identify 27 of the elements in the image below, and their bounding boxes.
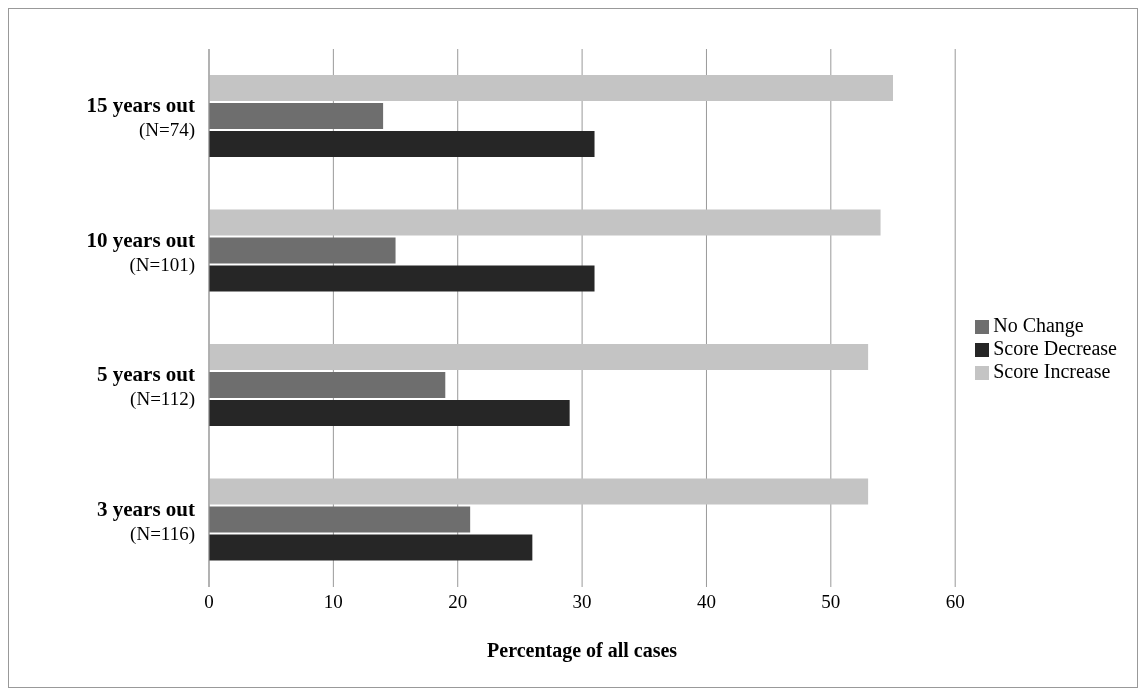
x-tick-label: 20 bbox=[448, 591, 468, 613]
legend-label: Score Decrease bbox=[993, 336, 1117, 359]
x-tick-label: 40 bbox=[696, 591, 716, 613]
bar bbox=[209, 344, 869, 370]
y-tick-label: 10 years out (N=101) bbox=[86, 227, 195, 276]
bar bbox=[209, 75, 894, 101]
bar bbox=[209, 131, 595, 157]
bar bbox=[209, 372, 446, 398]
legend-label: Score Increase bbox=[993, 359, 1111, 382]
bar bbox=[209, 534, 533, 561]
bar bbox=[209, 506, 471, 533]
y-tick-label: 5 years out (N=112) bbox=[97, 362, 195, 411]
x-axis-title: Percentage of all cases bbox=[487, 639, 678, 662]
bar bbox=[209, 265, 595, 292]
bar bbox=[209, 103, 384, 129]
x-tick-label: 50 bbox=[821, 591, 841, 613]
y-tick-label: 3 years out (N=116) bbox=[97, 496, 195, 545]
bar bbox=[209, 400, 570, 426]
bar bbox=[209, 209, 881, 236]
x-tick-label: 60 bbox=[945, 591, 965, 613]
x-tick-label: 0 bbox=[204, 591, 214, 613]
bar bbox=[209, 237, 396, 264]
y-tick-label: 15 years out (N=74) bbox=[86, 93, 195, 142]
legend-label: No Change bbox=[993, 313, 1084, 336]
bar bbox=[209, 478, 869, 505]
x-tick-label: 10 bbox=[323, 591, 343, 613]
x-tick-label: 30 bbox=[572, 591, 592, 613]
